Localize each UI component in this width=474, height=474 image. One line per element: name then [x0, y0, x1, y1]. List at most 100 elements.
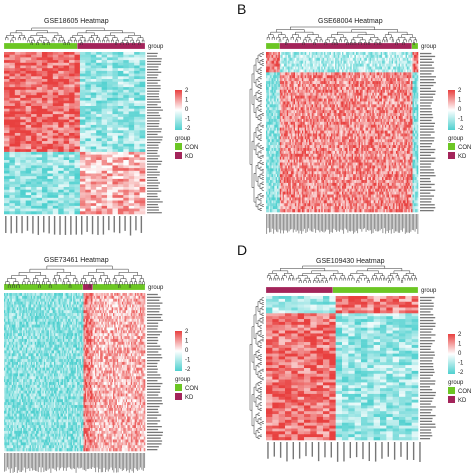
heatmap-cell — [332, 69, 335, 73]
heatmap-cell — [134, 97, 140, 101]
heatmap-cell — [288, 98, 290, 102]
heatmap-cell — [357, 130, 359, 134]
heatmap-cell — [52, 84, 59, 88]
heatmap-cell — [336, 54, 339, 59]
heatmap-cell — [279, 127, 282, 131]
heatmap-cell — [31, 76, 37, 80]
heatmap-cell — [353, 116, 355, 120]
heatmap-cell — [74, 100, 81, 104]
heatmap-cell — [405, 121, 408, 126]
heatmap-cell — [268, 110, 271, 114]
heatmap-cell — [69, 165, 75, 169]
heatmap-cell — [321, 89, 323, 94]
heatmap-cell — [377, 130, 380, 134]
heatmap-cell — [380, 72, 383, 76]
heatmap-cell — [358, 92, 361, 96]
heatmap-cell — [388, 57, 391, 62]
heatmap-cell — [401, 78, 404, 82]
heatmap-cell — [325, 84, 328, 88]
heatmap-cell — [328, 66, 330, 70]
heatmap-cell — [282, 57, 285, 62]
heatmap-cell — [390, 92, 393, 96]
heatmap-cell — [308, 95, 311, 99]
heatmap-cell — [79, 165, 86, 169]
heatmap-cell — [285, 133, 288, 137]
heatmap-cell — [307, 124, 310, 128]
heatmap-cell — [20, 79, 26, 82]
heatmap-cell — [4, 81, 10, 85]
heatmap-cell — [348, 86, 351, 91]
heatmap-cell — [357, 75, 359, 79]
heatmap-cell — [90, 79, 97, 82]
heatmap-cell — [315, 110, 318, 114]
heatmap-cell — [348, 107, 351, 111]
heatmap-cell — [112, 192, 119, 196]
heatmap-cell — [358, 107, 361, 111]
heatmap-cell — [20, 168, 26, 172]
heatmap-cell — [139, 195, 146, 199]
heatmap-cell — [58, 173, 64, 177]
heatmap-cell — [315, 95, 318, 99]
heatmap-cell — [346, 127, 348, 131]
heatmap-cell — [107, 176, 113, 180]
heatmap-cell — [79, 65, 86, 69]
gene-label-mark — [147, 98, 160, 100]
heatmap-cell — [359, 86, 362, 91]
heatmap-cell — [25, 135, 32, 139]
heatmap-cell — [390, 89, 393, 94]
heatmap-cell — [343, 78, 346, 82]
heatmap-cell — [63, 154, 70, 158]
heatmap-cell — [314, 75, 317, 79]
heatmap-cell — [25, 81, 32, 85]
gene-label-mark — [147, 74, 159, 76]
heatmap-cell — [304, 60, 307, 64]
heatmap-cell — [282, 118, 285, 123]
heatmap-cell — [79, 200, 86, 204]
heatmap-cell — [20, 162, 26, 166]
heatmap-cell — [368, 86, 370, 91]
heatmap-cell — [408, 113, 411, 117]
heatmap-cell — [362, 127, 365, 131]
heatmap-cell — [297, 133, 300, 137]
heatmap-cell — [4, 141, 10, 145]
heatmap-cell — [36, 79, 43, 82]
heatmap-cell — [307, 81, 310, 85]
heatmap-cell — [411, 113, 413, 117]
heatmap-cell — [348, 78, 351, 82]
heatmap-cell — [335, 63, 337, 67]
heatmap-cell — [278, 57, 281, 62]
heatmap-cell — [391, 121, 394, 126]
heatmap-cell — [336, 78, 339, 82]
heatmap-cell — [134, 208, 140, 212]
heatmap-cell — [9, 133, 16, 136]
heatmap-cell — [128, 151, 135, 155]
heatmap-cell — [404, 63, 406, 67]
heatmap-cell — [270, 57, 272, 62]
heatmap-cell — [123, 84, 130, 88]
heatmap-cell — [379, 54, 381, 59]
heatmap-cell — [324, 89, 326, 94]
heatmap-cell — [350, 130, 352, 134]
heatmap-cell — [317, 72, 319, 76]
heatmap-cell — [393, 60, 395, 64]
heatmap-cell — [332, 101, 335, 105]
heatmap-cell — [364, 92, 366, 96]
heatmap-cell — [79, 57, 86, 61]
heatmap-cell — [297, 98, 300, 102]
heatmap-cell — [293, 86, 296, 91]
heatmap-cell — [404, 116, 406, 120]
heatmap-cell — [315, 84, 318, 88]
heatmap-cell — [359, 110, 362, 114]
heatmap-cell — [123, 203, 130, 207]
heatmap-cell — [14, 62, 21, 66]
heatmap-cell — [310, 124, 312, 128]
heatmap-cell — [25, 170, 32, 174]
heatmap-cell — [128, 124, 135, 128]
heatmap-cell — [282, 72, 285, 76]
heatmap-cell — [409, 72, 412, 76]
heatmap-cell — [353, 57, 355, 62]
heatmap-cell — [318, 113, 321, 117]
heatmap-cell — [342, 69, 344, 73]
heatmap-cell — [288, 101, 290, 105]
heatmap-cell — [326, 78, 329, 82]
